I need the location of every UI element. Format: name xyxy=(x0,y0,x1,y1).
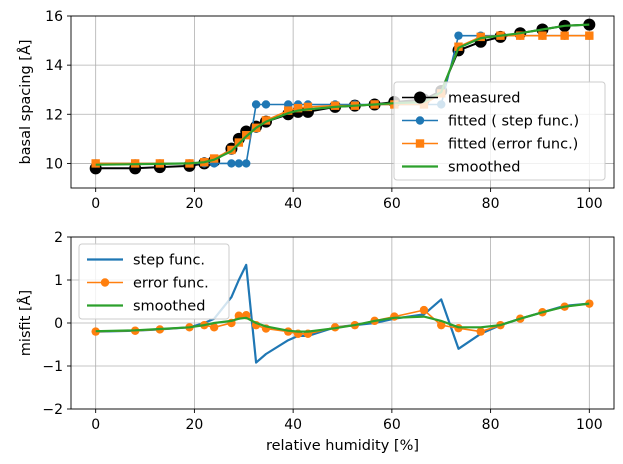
x-tick-label: 0 xyxy=(91,196,100,212)
y-tick-label: 10 xyxy=(45,156,63,172)
data-point xyxy=(227,159,236,168)
legend-swatch-marker xyxy=(414,91,426,104)
y-axis-label: misfit [Å] xyxy=(17,290,34,356)
plot-area xyxy=(91,263,594,364)
x-tick-label: 20 xyxy=(185,196,203,212)
y-tick-label: 2 xyxy=(54,230,63,246)
data-point xyxy=(454,31,463,40)
data-point xyxy=(560,31,569,40)
legend-swatch-marker xyxy=(415,139,425,148)
y-tick-label: −1 xyxy=(42,359,63,375)
data-point xyxy=(261,116,271,125)
x-tick-label: 20 xyxy=(185,417,203,433)
data-point xyxy=(516,31,525,40)
legend-box xyxy=(393,81,606,181)
x-tick-label: 100 xyxy=(576,417,603,433)
data-point xyxy=(419,305,429,315)
plot-area xyxy=(89,18,596,175)
y-axis-label: basal spacing [Å] xyxy=(17,39,34,164)
data-point xyxy=(91,159,100,168)
data-point xyxy=(251,100,261,109)
legend-entry: fitted (error func.) xyxy=(448,137,578,153)
legend-entry: step func. xyxy=(133,253,205,269)
data-point xyxy=(585,31,594,40)
x-tick-label: 60 xyxy=(383,417,401,433)
legend-entry: smoothed xyxy=(448,160,520,176)
y-tick-label: 12 xyxy=(45,107,63,123)
legend-swatch-marker xyxy=(415,116,425,125)
data-point xyxy=(293,103,303,113)
data-point xyxy=(303,102,313,112)
x-tick-label: 0 xyxy=(91,417,100,433)
legend-box xyxy=(78,243,230,320)
y-tick-label: 14 xyxy=(45,58,63,74)
data-point xyxy=(209,323,219,332)
legend-swatch-marker xyxy=(100,278,110,287)
data-point xyxy=(583,18,596,31)
data-point xyxy=(261,100,271,109)
y-tick-label: −2 xyxy=(42,402,63,418)
x-tick-label: 60 xyxy=(383,196,401,212)
y-tick-label: 0 xyxy=(54,316,63,332)
legend-entry: fitted ( step func.) xyxy=(448,114,579,130)
x-tick-label: 100 xyxy=(576,196,603,212)
x-tick-label: 40 xyxy=(284,196,302,212)
legend: measured fitted ( step func.) fitted (erro… xyxy=(393,81,606,181)
series-line-3 xyxy=(95,302,590,333)
chart-panel-2: 0 20 40 60 80 100 −2 −1 0 1 2 misfit [Å] relative hu… xyxy=(17,230,615,454)
data-point xyxy=(330,101,340,110)
y-tick-label: 1 xyxy=(54,273,63,289)
legend-entry: error func. xyxy=(133,276,209,292)
data-point xyxy=(284,106,293,115)
data-point xyxy=(234,159,244,168)
y-tick-label: 16 xyxy=(45,9,63,25)
x-axis-label: relative humidity [%] xyxy=(266,438,419,454)
data-point xyxy=(91,327,100,336)
series-line-4 xyxy=(95,23,590,166)
data-point xyxy=(390,312,399,321)
x-tick-label: 80 xyxy=(482,417,500,433)
plot-frame xyxy=(70,15,615,189)
data-point xyxy=(242,159,251,168)
legend: step func. error func. smoothed xyxy=(78,243,230,320)
chart-panel-1: 0 20 40 60 80 100 10 12 14 16 basal spacing [Å] mea… xyxy=(17,9,615,212)
x-tick-label: 40 xyxy=(284,417,302,433)
data-point xyxy=(538,31,547,40)
x-tick-label: 80 xyxy=(482,196,500,212)
data-point xyxy=(476,32,485,42)
data-point xyxy=(476,327,485,336)
legend-entry: smoothed xyxy=(133,299,205,315)
data-point xyxy=(437,320,446,330)
data-point xyxy=(585,299,594,308)
legend-entry: measured xyxy=(448,91,520,107)
